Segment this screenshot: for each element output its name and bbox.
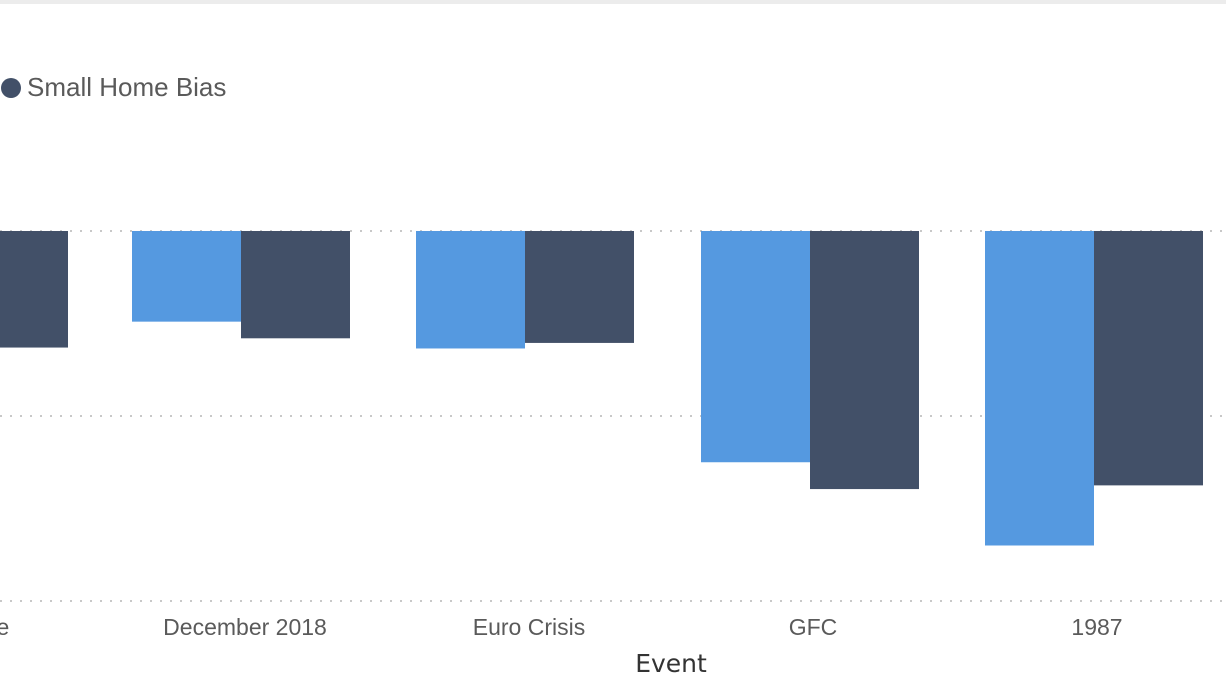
legend: Small Home Bias [1,72,226,102]
bar-series0-3 [701,231,810,463]
legend-marker [1,78,21,98]
bar-series0-4 [985,231,1094,546]
bar-series0-1 [132,231,241,322]
tick-label-4: 1987 [1071,614,1122,640]
bar-series1-4 [1094,231,1203,486]
bars [0,231,1203,546]
bar-series0-2 [416,231,525,349]
bar-series1-1 [241,231,350,339]
bar-series1-3 [810,231,919,490]
tick-label-0: ble [0,614,9,640]
bar-series1-2 [525,231,634,343]
top-border [0,0,1226,4]
tick-label-2: Euro Crisis [473,614,585,640]
legend-label: Small Home Bias [27,72,226,102]
tick-label-3: GFC [789,614,838,640]
bar-series1-0 [0,231,68,348]
x-axis-title: Event [635,649,707,678]
x-tick-labels: ble December 2018 Euro Crisis GFC 1987 [0,614,1123,640]
tick-label-1: December 2018 [163,614,327,640]
